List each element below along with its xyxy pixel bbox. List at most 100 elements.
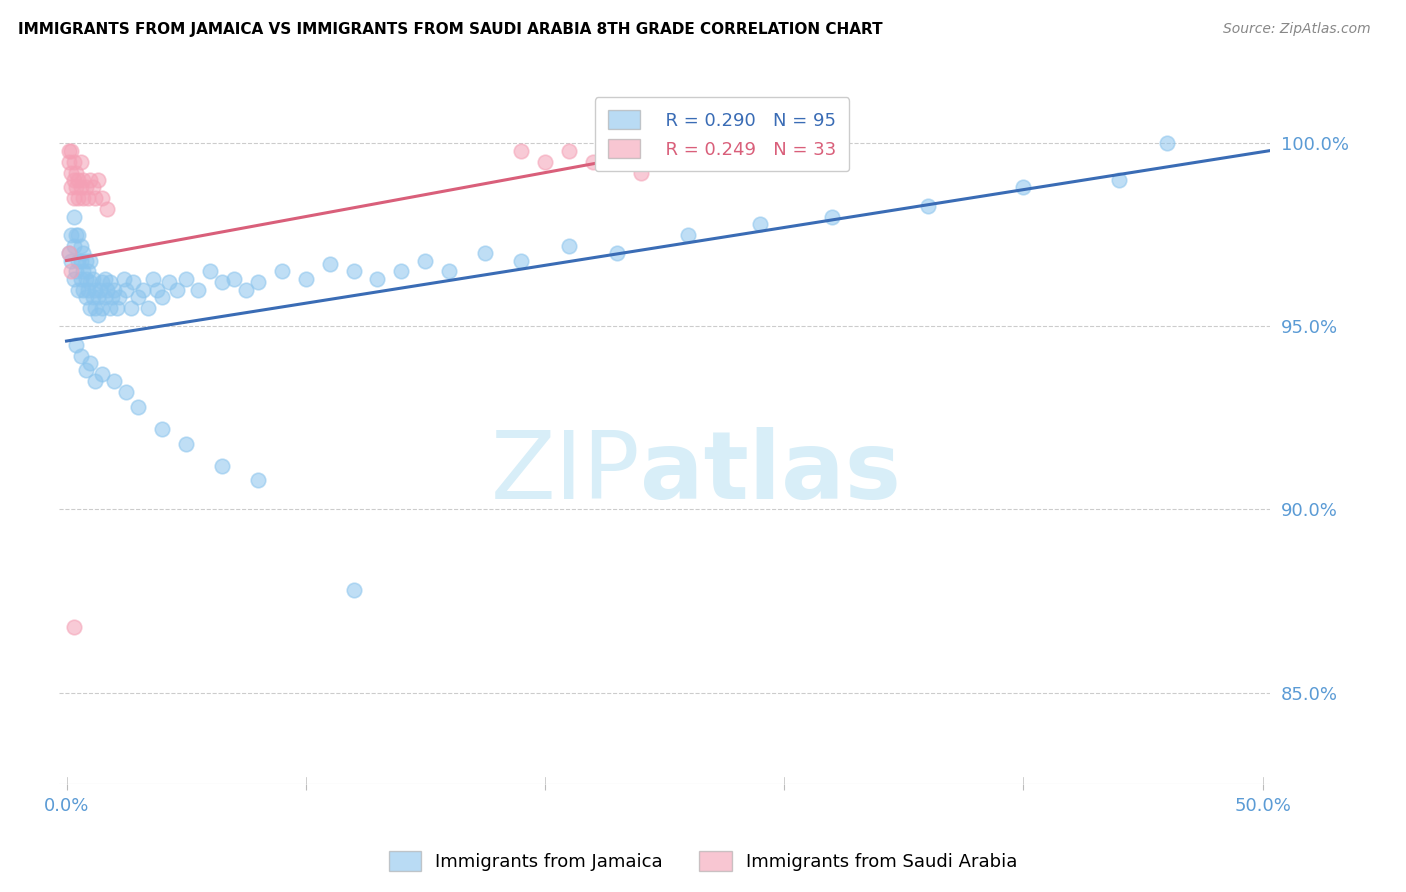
Point — [389, 264, 412, 278]
Point — [510, 253, 533, 268]
Point — [270, 264, 292, 278]
Point — [84, 301, 107, 315]
Point — [146, 283, 169, 297]
Point — [72, 283, 94, 297]
Point — [60, 166, 83, 180]
Point — [606, 144, 628, 158]
Point — [67, 173, 90, 187]
Point — [84, 374, 107, 388]
Legend: Immigrants from Jamaica, Immigrants from Saudi Arabia: Immigrants from Jamaica, Immigrants from… — [381, 844, 1025, 879]
Point — [142, 272, 165, 286]
Point — [72, 246, 94, 260]
Point — [82, 272, 104, 286]
Point — [70, 239, 93, 253]
Point — [108, 290, 131, 304]
Point — [246, 276, 269, 290]
Point — [65, 180, 87, 194]
Point — [79, 173, 101, 187]
Point — [127, 400, 149, 414]
Text: IMMIGRANTS FROM JAMAICA VS IMMIGRANTS FROM SAUDI ARABIA 8TH GRADE CORRELATION CH: IMMIGRANTS FROM JAMAICA VS IMMIGRANTS FR… — [18, 22, 883, 37]
Point — [79, 276, 101, 290]
Point — [77, 283, 100, 297]
Point — [62, 210, 84, 224]
Point — [67, 191, 90, 205]
Text: atlas: atlas — [640, 427, 901, 519]
Text: ZIP: ZIP — [491, 427, 640, 519]
Point — [67, 283, 90, 297]
Point — [86, 309, 108, 323]
Point — [70, 180, 93, 194]
Point — [103, 374, 125, 388]
Point — [58, 246, 80, 260]
Point — [474, 246, 496, 260]
Point — [75, 272, 97, 286]
Point — [157, 276, 180, 290]
Point — [150, 422, 173, 436]
Point — [98, 301, 121, 315]
Point — [342, 582, 364, 597]
Point — [60, 227, 83, 242]
Point — [84, 191, 107, 205]
Point — [65, 166, 87, 180]
Point — [749, 217, 772, 231]
Point — [222, 272, 245, 286]
Point — [70, 154, 93, 169]
Point — [127, 290, 149, 304]
Point — [101, 290, 124, 304]
Point — [211, 458, 233, 473]
Point — [105, 301, 128, 315]
Point — [75, 253, 97, 268]
Point — [77, 191, 100, 205]
Point — [115, 385, 138, 400]
Point — [75, 290, 97, 304]
Point — [86, 173, 108, 187]
Point — [198, 264, 221, 278]
Point — [67, 253, 90, 268]
Point — [246, 473, 269, 487]
Point — [366, 272, 388, 286]
Point — [70, 253, 93, 268]
Point — [166, 283, 188, 297]
Point — [72, 191, 94, 205]
Point — [122, 276, 145, 290]
Point — [606, 246, 628, 260]
Point — [62, 173, 84, 187]
Point — [91, 301, 114, 315]
Point — [582, 154, 605, 169]
Point — [58, 144, 80, 158]
Point — [72, 264, 94, 278]
Point — [294, 272, 316, 286]
Point — [211, 276, 233, 290]
Point — [115, 283, 138, 297]
Point — [94, 290, 117, 304]
Point — [1108, 173, 1130, 187]
Point — [917, 198, 939, 212]
Point — [120, 301, 142, 315]
Point — [60, 144, 83, 158]
Point — [91, 191, 114, 205]
Point — [96, 283, 118, 297]
Point — [91, 367, 114, 381]
Point — [75, 363, 97, 377]
Point — [318, 257, 340, 271]
Point — [86, 290, 108, 304]
Point — [415, 253, 437, 268]
Point — [150, 290, 173, 304]
Point — [60, 180, 83, 194]
Point — [98, 276, 121, 290]
Point — [67, 227, 90, 242]
Point — [62, 272, 84, 286]
Point — [77, 264, 100, 278]
Point — [342, 264, 364, 278]
Point — [678, 227, 700, 242]
Point — [558, 144, 581, 158]
Point — [510, 144, 533, 158]
Point — [65, 264, 87, 278]
Point — [65, 227, 87, 242]
Point — [558, 239, 581, 253]
Point — [62, 191, 84, 205]
Point — [132, 283, 155, 297]
Point — [91, 276, 114, 290]
Point — [75, 180, 97, 194]
Point — [79, 301, 101, 315]
